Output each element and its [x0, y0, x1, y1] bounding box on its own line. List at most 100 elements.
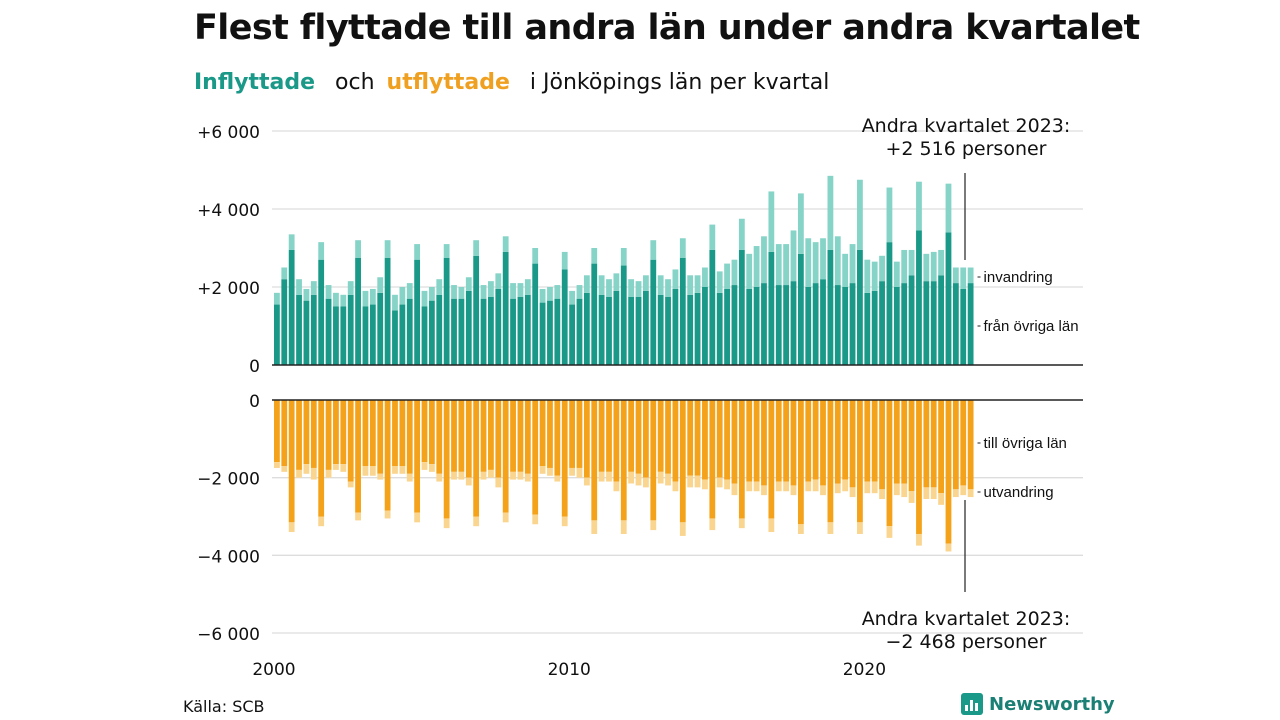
- bar-fran-ovriga-lan: [473, 255, 480, 365]
- bar-utvandring: [532, 514, 539, 525]
- bar-till-ovriga-lan: [702, 400, 708, 480]
- y-tick-label: −4 000: [197, 547, 260, 567]
- bar-utvandring: [325, 469, 332, 478]
- subtitle-rest: i Jönköpings län per kvartal: [529, 70, 830, 95]
- bar-till-ovriga-lan: [768, 400, 775, 519]
- bar-invandring: [296, 279, 302, 295]
- bar-till-ovriga-lan: [436, 400, 443, 474]
- bar-fran-ovriga-lan: [761, 283, 767, 365]
- bar-fran-ovriga-lan: [901, 283, 908, 365]
- bar-invandring: [576, 285, 583, 299]
- bar-utvandring: [303, 464, 310, 474]
- bar-fran-ovriga-lan: [303, 300, 310, 365]
- series-label-fran-ovriga-lan: från övriga län: [984, 318, 1079, 335]
- bar-till-ovriga-lan: [797, 400, 804, 525]
- bar-till-ovriga-lan: [864, 400, 871, 482]
- bar-till-ovriga-lan: [362, 400, 369, 467]
- bar-utvandring: [428, 464, 435, 472]
- bar-fran-ovriga-lan: [746, 288, 753, 365]
- bar-till-ovriga-lan: [694, 400, 701, 476]
- bar-fran-ovriga-lan: [967, 283, 974, 365]
- bar-utvandring: [465, 477, 472, 486]
- bar-utvandring: [797, 524, 804, 534]
- bar-till-ovriga-lan: [296, 400, 302, 470]
- bar-fran-ovriga-lan: [620, 265, 627, 365]
- subtitle-inflyttade: Inflyttade: [194, 70, 316, 95]
- bar-fran-ovriga-lan: [679, 257, 686, 365]
- bar-invandring: [665, 279, 671, 297]
- bar-utvandring: [547, 467, 553, 476]
- bar-fran-ovriga-lan: [665, 296, 671, 365]
- bar-invandring: [746, 253, 753, 289]
- bar-utvandring: [340, 464, 347, 472]
- bar-utvandring: [768, 518, 775, 533]
- bar-invandring: [952, 267, 959, 284]
- bar-fran-ovriga-lan: [495, 288, 502, 365]
- bar-till-ovriga-lan: [908, 400, 915, 492]
- bar-invandring: [650, 240, 657, 260]
- bar-invandring: [539, 288, 546, 303]
- bar-utvandring: [333, 464, 339, 470]
- bar-utvandring: [849, 487, 856, 498]
- bar-fran-ovriga-lan: [635, 296, 642, 365]
- bar-invandring: [458, 287, 465, 299]
- y-tick-label: 0: [249, 392, 260, 412]
- bar-utvandring: [495, 477, 502, 488]
- bar-till-ovriga-lan: [945, 400, 952, 544]
- bar-till-ovriga-lan: [561, 400, 568, 517]
- bar-fran-ovriga-lan: [930, 281, 937, 365]
- bar-fran-ovriga-lan: [827, 249, 834, 365]
- bar-till-ovriga-lan: [871, 400, 878, 482]
- bar-fran-ovriga-lan: [547, 300, 553, 365]
- bar-utvandring: [451, 471, 457, 480]
- bar-fran-ovriga-lan: [318, 259, 325, 365]
- bar-till-ovriga-lan: [679, 400, 686, 523]
- bar-utvandring: [709, 518, 716, 531]
- bar-fran-ovriga-lan: [362, 306, 369, 365]
- bar-fran-ovriga-lan: [812, 283, 819, 365]
- bar-till-ovriga-lan: [347, 400, 354, 482]
- bar-fran-ovriga-lan: [775, 285, 782, 365]
- bar-fran-ovriga-lan: [687, 294, 694, 365]
- bar-invandring: [288, 234, 295, 250]
- x-tick-label: 2000: [252, 660, 295, 680]
- bar-utvandring: [384, 510, 391, 519]
- bar-utvandring: [606, 471, 612, 482]
- bar-utvandring: [517, 471, 524, 480]
- bar-utvandring: [753, 481, 760, 492]
- bar-utvandring: [901, 483, 908, 498]
- bar-invandring: [938, 249, 944, 276]
- bar-till-ovriga-lan: [384, 400, 391, 511]
- bar-till-ovriga-lan: [930, 400, 937, 488]
- bar-fran-ovriga-lan: [502, 251, 509, 365]
- bar-invandring: [554, 285, 561, 299]
- bar-invandring: [849, 244, 856, 284]
- y-tick-label: +2 000: [197, 279, 260, 299]
- y-tick-label: +4 000: [197, 201, 260, 221]
- bar-utvandring: [480, 471, 487, 480]
- bar-utvandring: [377, 473, 384, 480]
- bar-till-ovriga-lan: [820, 400, 826, 486]
- bar-till-ovriga-lan: [650, 400, 657, 521]
- bar-fran-ovriga-lan: [539, 302, 546, 365]
- bar-invandring: [643, 275, 649, 291]
- bar-utvandring: [790, 485, 797, 496]
- bar-fran-ovriga-lan: [488, 296, 494, 365]
- bar-utvandring: [783, 481, 790, 492]
- bar-till-ovriga-lan: [665, 400, 671, 474]
- bar-fran-ovriga-lan: [406, 298, 413, 365]
- bar-utvandring: [761, 485, 767, 496]
- bar-fran-ovriga-lan: [377, 292, 384, 365]
- bar-utvandring: [510, 471, 516, 480]
- bar-utvandring: [473, 516, 480, 527]
- bar-invandring: [716, 271, 723, 293]
- bar-invandring: [724, 263, 730, 289]
- bar-utvandring: [738, 518, 745, 529]
- bar-utvandring: [879, 489, 885, 500]
- bar-till-ovriga-lan: [406, 400, 413, 474]
- bar-utvandring: [775, 481, 782, 492]
- bar-invandring: [465, 277, 472, 291]
- bar-fran-ovriga-lan: [458, 298, 465, 365]
- bar-fran-ovriga-lan: [938, 275, 944, 365]
- bar-till-ovriga-lan: [598, 400, 605, 472]
